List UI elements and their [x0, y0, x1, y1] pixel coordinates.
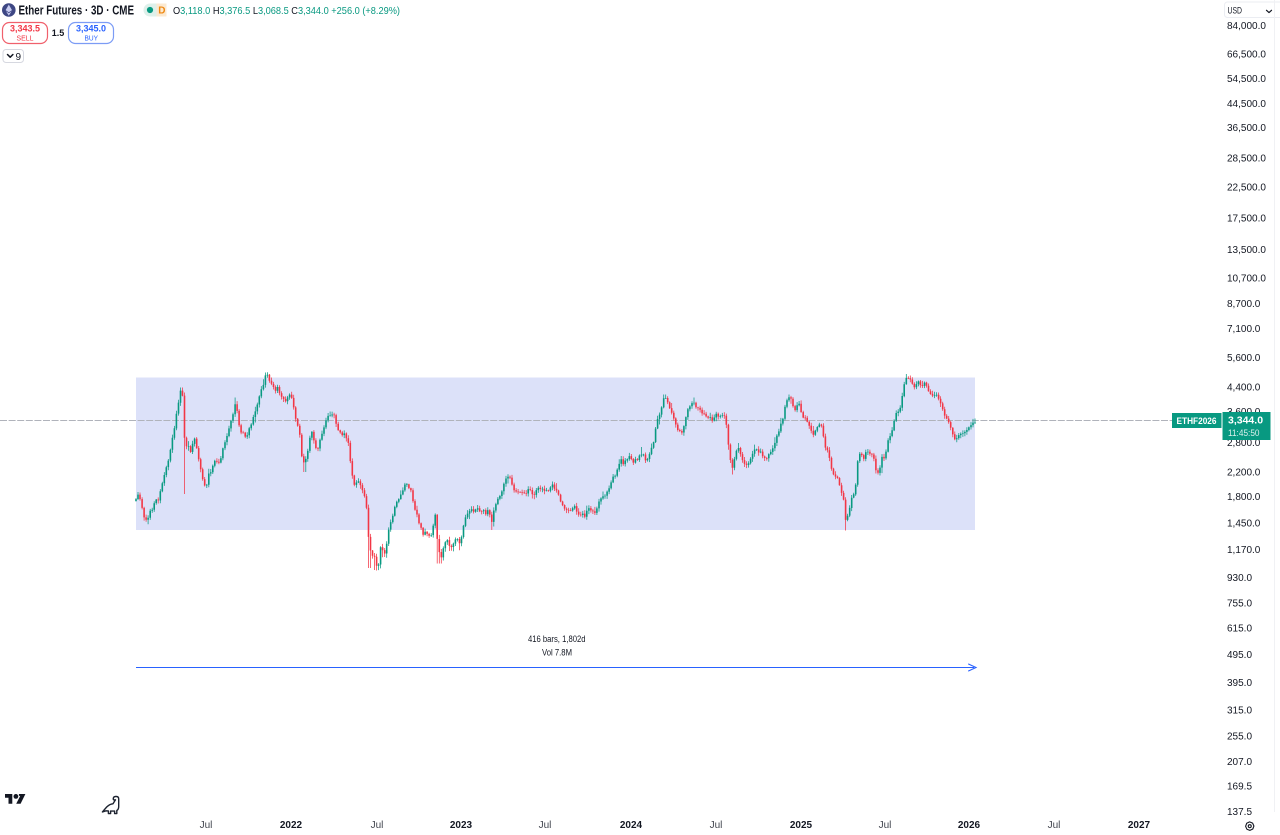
- svg-text:Jul: Jul: [539, 820, 552, 831]
- svg-text:ETHF2026: ETHF2026: [1177, 416, 1217, 426]
- svg-text:615.0: 615.0: [1227, 624, 1252, 635]
- svg-text:Jul: Jul: [710, 820, 723, 831]
- svg-text:8,700.0: 8,700.0: [1227, 299, 1261, 310]
- svg-text:10,700.0: 10,700.0: [1227, 274, 1266, 285]
- svg-text:Ether Futures · 3D · CME: Ether Futures · 3D · CME: [19, 4, 135, 18]
- svg-text:44,500.0: 44,500.0: [1227, 99, 1266, 110]
- svg-text:3,343.5: 3,343.5: [10, 24, 40, 34]
- svg-text:O3,118.0 H3,376.5 L3,068.5 C3,: O3,118.0 H3,376.5 L3,068.5 C3,344.0 +256…: [173, 5, 400, 17]
- svg-text:13,500.0: 13,500.0: [1227, 245, 1266, 256]
- svg-text:Jul: Jul: [371, 820, 384, 831]
- svg-text:2,200.0: 2,200.0: [1227, 467, 1261, 478]
- svg-text:D: D: [158, 6, 165, 17]
- svg-text:2025: 2025: [790, 820, 813, 831]
- svg-text:84,000.0: 84,000.0: [1227, 21, 1266, 32]
- svg-text:1,450.0: 1,450.0: [1227, 519, 1261, 530]
- svg-text:22,500.0: 22,500.0: [1227, 183, 1266, 194]
- svg-text:17,500.0: 17,500.0: [1227, 213, 1266, 224]
- svg-text:1.5: 1.5: [52, 28, 65, 38]
- svg-text:BUY: BUY: [85, 34, 99, 43]
- svg-text:28,500.0: 28,500.0: [1227, 154, 1266, 165]
- svg-text:137.5: 137.5: [1227, 807, 1252, 818]
- svg-text:3,344.0: 3,344.0: [1228, 415, 1263, 427]
- svg-text:416 bars, 1,802d: 416 bars, 1,802d: [528, 634, 586, 644]
- svg-text:SELL: SELL: [17, 34, 34, 43]
- svg-text:2,800.0: 2,800.0: [1227, 438, 1261, 449]
- svg-text:1,800.0: 1,800.0: [1227, 492, 1261, 503]
- svg-text:3,345.0: 3,345.0: [76, 24, 106, 34]
- svg-text:169.5: 169.5: [1227, 782, 1252, 793]
- svg-text:11:45:50: 11:45:50: [1228, 428, 1260, 439]
- svg-text:2023: 2023: [450, 820, 473, 831]
- svg-text:395.0: 395.0: [1227, 678, 1252, 689]
- svg-text:930.0: 930.0: [1227, 573, 1252, 584]
- svg-text:495.0: 495.0: [1227, 650, 1252, 661]
- svg-text:5,600.0: 5,600.0: [1227, 353, 1261, 364]
- svg-text:Jul: Jul: [200, 820, 213, 831]
- svg-text:Jul: Jul: [879, 820, 892, 831]
- svg-text:Vol 7.8M: Vol 7.8M: [542, 648, 572, 658]
- svg-text:2022: 2022: [280, 820, 303, 831]
- svg-text:315.0: 315.0: [1227, 706, 1252, 717]
- svg-text:36,500.0: 36,500.0: [1227, 123, 1266, 134]
- svg-text:755.0: 755.0: [1227, 598, 1252, 609]
- svg-text:2026: 2026: [958, 820, 981, 831]
- svg-text:66,500.0: 66,500.0: [1227, 50, 1266, 61]
- svg-text:207.0: 207.0: [1227, 757, 1252, 768]
- svg-text:USD: USD: [1228, 6, 1243, 17]
- svg-text:Jul: Jul: [1048, 820, 1061, 831]
- svg-text:1,170.0: 1,170.0: [1227, 545, 1261, 556]
- svg-text:2024: 2024: [620, 820, 643, 831]
- svg-text:255.0: 255.0: [1227, 731, 1252, 742]
- svg-text:4,400.0: 4,400.0: [1227, 383, 1261, 394]
- svg-text:2027: 2027: [1128, 820, 1151, 831]
- svg-text:7,100.0: 7,100.0: [1227, 324, 1261, 335]
- svg-text:54,500.0: 54,500.0: [1227, 74, 1266, 85]
- svg-text:9: 9: [16, 52, 22, 63]
